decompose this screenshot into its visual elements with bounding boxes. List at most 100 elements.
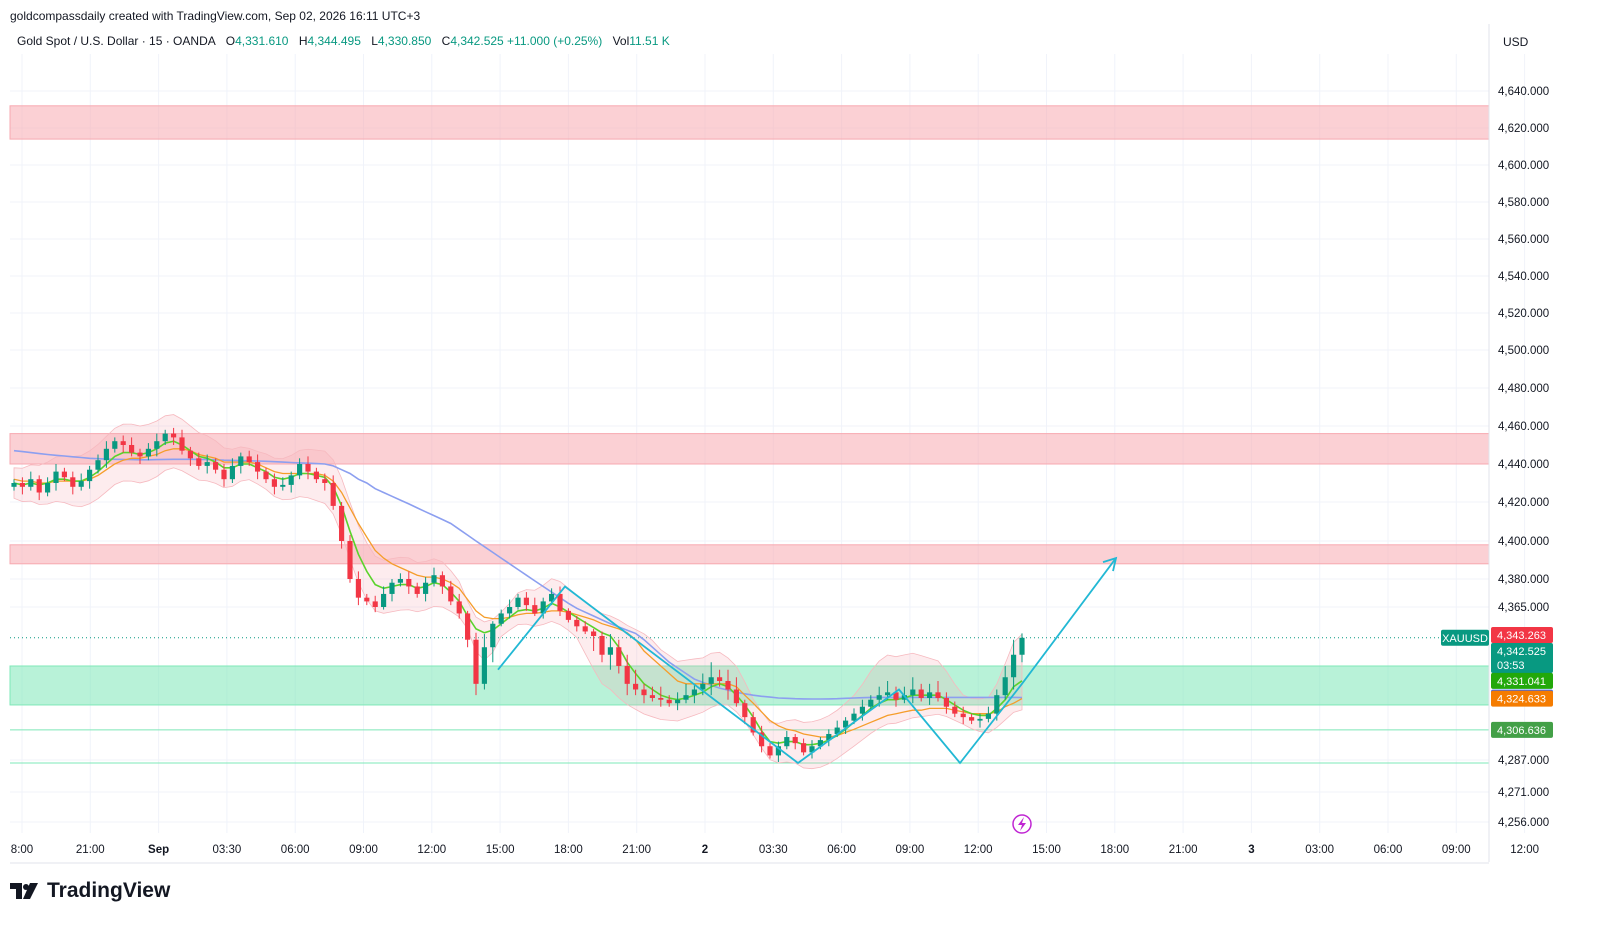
- candle-body: [288, 475, 294, 485]
- chart-caption: goldcompassdaily created with TradingVie…: [10, 9, 421, 23]
- candle-body: [725, 681, 731, 690]
- candle-body: [843, 720, 849, 728]
- candle: [1002, 665, 1008, 700]
- x-tick-label: 03:30: [759, 844, 788, 856]
- candle: [389, 579, 395, 602]
- candle-body: [767, 746, 773, 756]
- x-tick-label: 06:00: [1374, 844, 1403, 856]
- candle-body: [641, 689, 647, 696]
- candle-body: [817, 740, 823, 747]
- tradingview-brand[interactable]: TradingView: [10, 879, 170, 903]
- open-key: O: [225, 34, 236, 48]
- candle-body: [649, 695, 655, 698]
- y-tick-label: 4,365.000: [1498, 602, 1549, 614]
- candle-body: [263, 471, 269, 480]
- candle: [70, 471, 76, 495]
- candle: [305, 456, 311, 480]
- candle-body: [532, 605, 538, 614]
- candle-body: [1002, 677, 1008, 696]
- candle: [339, 502, 345, 549]
- candle: [843, 717, 849, 734]
- candle-body: [523, 597, 529, 606]
- candle-body: [809, 746, 815, 753]
- candle-body: [591, 631, 597, 636]
- candle: [935, 681, 941, 702]
- candle: [801, 738, 807, 756]
- candle: [943, 692, 949, 714]
- x-tick-label: 21:00: [1169, 844, 1198, 856]
- candle: [11, 479, 17, 491]
- supply-zone-top: [9, 105, 1490, 140]
- candle-body: [330, 483, 336, 506]
- candle-body: [801, 743, 807, 753]
- y-tick-label: 4,540.000: [1498, 271, 1549, 283]
- candle: [927, 683, 933, 705]
- currency-selector[interactable]: USD: [1503, 35, 1529, 49]
- candle: [759, 725, 765, 753]
- candle-body: [599, 635, 605, 655]
- symbol-title[interactable]: Gold Spot / U.S. Dollar · 15 · OANDA: [17, 34, 216, 48]
- candle: [221, 464, 227, 487]
- xauusd-label-text: XAUUSD: [1442, 633, 1488, 645]
- candle-body: [733, 689, 739, 704]
- y-tick-label: 4,620.000: [1498, 123, 1549, 135]
- candle: [767, 743, 773, 759]
- candle-body: [448, 586, 454, 602]
- candle: [246, 450, 252, 466]
- candle-body: [87, 469, 93, 482]
- y-tick-label: 4,271.000: [1498, 787, 1549, 799]
- candle: [364, 593, 370, 606]
- candle-body: [120, 441, 126, 445]
- candle: [45, 477, 51, 497]
- candle: [675, 692, 681, 711]
- candle: [624, 654, 630, 696]
- candle-body: [826, 733, 832, 741]
- candle-body: [204, 462, 210, 466]
- candle: [969, 713, 975, 725]
- candle-body: [507, 607, 513, 614]
- candle-body: [498, 613, 504, 624]
- candle: [129, 437, 135, 457]
- candle: [297, 458, 303, 480]
- candle: [347, 535, 353, 583]
- candle: [523, 592, 529, 611]
- candle-body: [397, 579, 403, 583]
- badge-high-text: 4,343.263: [1497, 630, 1546, 642]
- candle-body: [658, 698, 664, 700]
- candle-body: [364, 597, 370, 602]
- badge-high: [1491, 627, 1553, 643]
- candle: [582, 621, 588, 635]
- y-tick-label: 4,400.000: [1498, 536, 1549, 548]
- badge-last: [1491, 643, 1553, 673]
- y-tick-label: 4,460.000: [1498, 421, 1549, 433]
- candle: [263, 467, 269, 483]
- candle-body: [759, 732, 765, 747]
- y-tick-label: 4,520.000: [1498, 308, 1549, 320]
- supply-zone-low: [9, 544, 1490, 565]
- candle-body: [431, 575, 437, 583]
- candle: [784, 730, 790, 750]
- candle: [271, 473, 277, 495]
- x-tick-label: 09:00: [896, 844, 925, 856]
- candle: [204, 454, 210, 474]
- candle-body: [456, 601, 462, 614]
- candle-body: [112, 441, 118, 449]
- x-tick-label: 18:00: [554, 844, 583, 856]
- candle: [179, 429, 185, 455]
- candle-body: [61, 471, 67, 478]
- candle-body: [389, 582, 395, 594]
- candle-body: [11, 483, 17, 487]
- candle-body: [53, 471, 59, 483]
- candle: [196, 452, 202, 470]
- candle-body: [355, 579, 361, 598]
- candle-body: [213, 462, 219, 470]
- candle-body: [775, 746, 781, 756]
- candle-body: [255, 462, 261, 472]
- candle-body: [305, 464, 311, 472]
- candle-body: [145, 448, 151, 457]
- candle: [977, 713, 983, 728]
- candle-body: [868, 699, 874, 707]
- y-tick-label: 4,256.000: [1498, 817, 1549, 829]
- candle: [742, 699, 748, 725]
